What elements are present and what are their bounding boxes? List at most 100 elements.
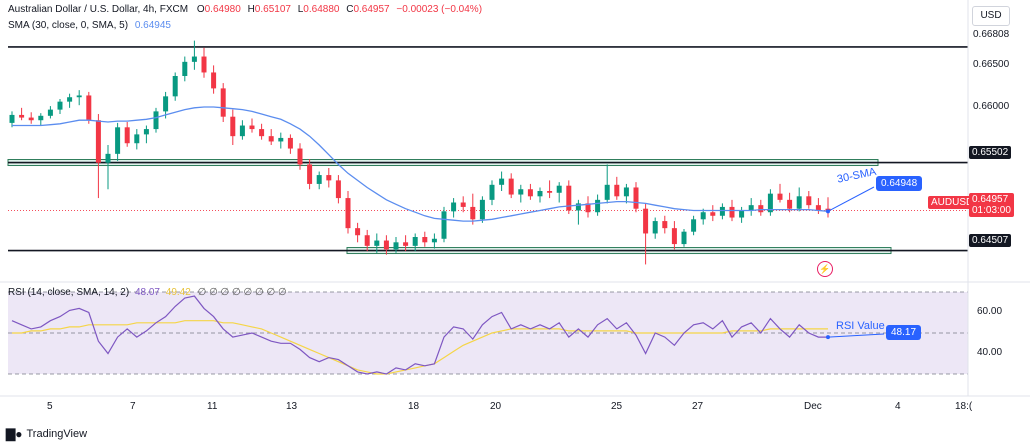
candle-down — [335, 180, 341, 199]
candle-up — [796, 196, 802, 209]
candle-down — [547, 191, 553, 193]
candle-up — [115, 127, 121, 154]
x-label-9: 18:( — [955, 401, 973, 412]
candle-down — [777, 193, 783, 200]
current-price-tag: 0.64957 01:03:00 — [969, 193, 1014, 217]
candle-up — [479, 199, 485, 220]
candle-down — [326, 175, 332, 181]
candle-up — [518, 189, 524, 195]
candle-down — [729, 206, 735, 218]
candle-down — [345, 198, 351, 229]
candle-down — [815, 205, 821, 211]
rsi-annotation-dot — [826, 335, 830, 340]
candle-up — [451, 202, 457, 212]
x-label-5: 20 — [490, 401, 502, 412]
x-label-6: 25 — [611, 401, 623, 412]
candle-down — [211, 72, 217, 89]
candle-up — [767, 193, 773, 213]
candle-up — [556, 185, 562, 193]
legend-rsi-value: 48.07 — [134, 287, 160, 298]
candle-up — [537, 191, 543, 197]
candle-down — [758, 205, 764, 213]
legend-rsi: RSI (14, close, SMA, 14, 2) 48.07 49.42 … — [8, 287, 287, 298]
rsi-ma-line — [12, 320, 828, 375]
rsi-line — [11, 295, 828, 375]
candle-down — [614, 184, 620, 197]
currency-button[interactable]: USD — [972, 6, 1010, 26]
candle-down — [383, 240, 389, 250]
candle-down — [710, 212, 716, 216]
candle-down — [460, 202, 466, 207]
candle-down — [422, 237, 428, 243]
candle-down — [19, 114, 25, 118]
candle-down — [643, 208, 649, 234]
price-label-2: 0.66000 — [973, 101, 1010, 112]
legend-open: 0.64980 — [204, 4, 241, 15]
legend-high: 0.65107 — [254, 4, 291, 15]
candle-down — [307, 164, 313, 184]
candle-down — [124, 127, 130, 144]
candle-down — [671, 228, 677, 245]
legend-close-label: C — [346, 4, 354, 15]
candle-down — [230, 116, 236, 137]
price-label-1: 0.66500 — [973, 59, 1010, 70]
candle-up — [691, 219, 697, 232]
current-price-value: 0.64957 — [972, 194, 1009, 205]
candle-down — [355, 228, 361, 236]
candle-up — [393, 242, 399, 250]
candle-down — [662, 221, 668, 229]
candle-down — [268, 136, 274, 142]
candle-up — [604, 184, 610, 200]
candle-up — [239, 125, 245, 137]
x-label-4: 18 — [408, 401, 420, 412]
candle-up — [681, 231, 687, 245]
x-label-7: 27 — [692, 401, 704, 412]
rsi-axis-label-60: 60.00 — [977, 306, 1003, 317]
candle-up — [67, 97, 73, 102]
current-price-countdown: 01:03:00 — [972, 205, 1011, 216]
candle-up — [182, 61, 188, 76]
candle-down — [527, 189, 533, 197]
candle-up — [76, 95, 82, 98]
candle-down — [470, 206, 476, 220]
candle-up — [134, 134, 140, 144]
candle-down — [633, 187, 639, 209]
candle-up — [431, 238, 437, 243]
candle-down — [364, 235, 370, 246]
candle-up — [172, 76, 178, 97]
candle-down — [566, 185, 572, 211]
candle-down — [249, 125, 255, 130]
legend-rsi-ma-value: 49.42 — [165, 287, 191, 298]
price-tag-support: 0.64507 — [969, 234, 1012, 247]
candle-up — [143, 129, 149, 135]
rsi-axis-label-40: 40.00 — [977, 347, 1003, 358]
candle-up — [278, 137, 284, 142]
legend-low: 0.64880 — [303, 4, 340, 15]
candle-up — [163, 96, 169, 112]
branding-text: TradingView — [26, 428, 88, 440]
candle-up — [9, 114, 15, 123]
candle-down — [95, 120, 101, 163]
candle-up — [57, 101, 63, 110]
legend-main: Australian Dollar / U.S. Dollar, 4h, FXC… — [8, 4, 482, 15]
candle-down — [403, 242, 409, 246]
candle-up — [47, 109, 53, 116]
candle-down — [220, 88, 226, 117]
candle-up — [575, 203, 581, 211]
sma-annotation-arrow — [827, 186, 875, 212]
legend-sma-label: SMA (30, close, 0, SMA, 5) — [8, 20, 129, 31]
candle-down — [297, 148, 303, 165]
candle-down — [508, 178, 514, 195]
x-label-0: 5 — [47, 401, 53, 412]
lightning-icon[interactable]: ⚡ — [817, 261, 833, 277]
legend-rsi-zeros: ∅ ∅ ∅ ∅ ∅ ∅ ∅ ∅ — [197, 287, 287, 298]
candle-up — [652, 221, 658, 234]
legend-close: 0.64957 — [353, 4, 390, 15]
sma-line — [12, 106, 829, 222]
candle-up — [623, 187, 629, 197]
branding[interactable]: ▇● TradingView — [6, 427, 87, 441]
candle-up — [441, 211, 447, 239]
rsi-annotation-tag: 48.17 — [886, 325, 922, 340]
tradingview-logo-icon: ▇● — [6, 427, 23, 441]
